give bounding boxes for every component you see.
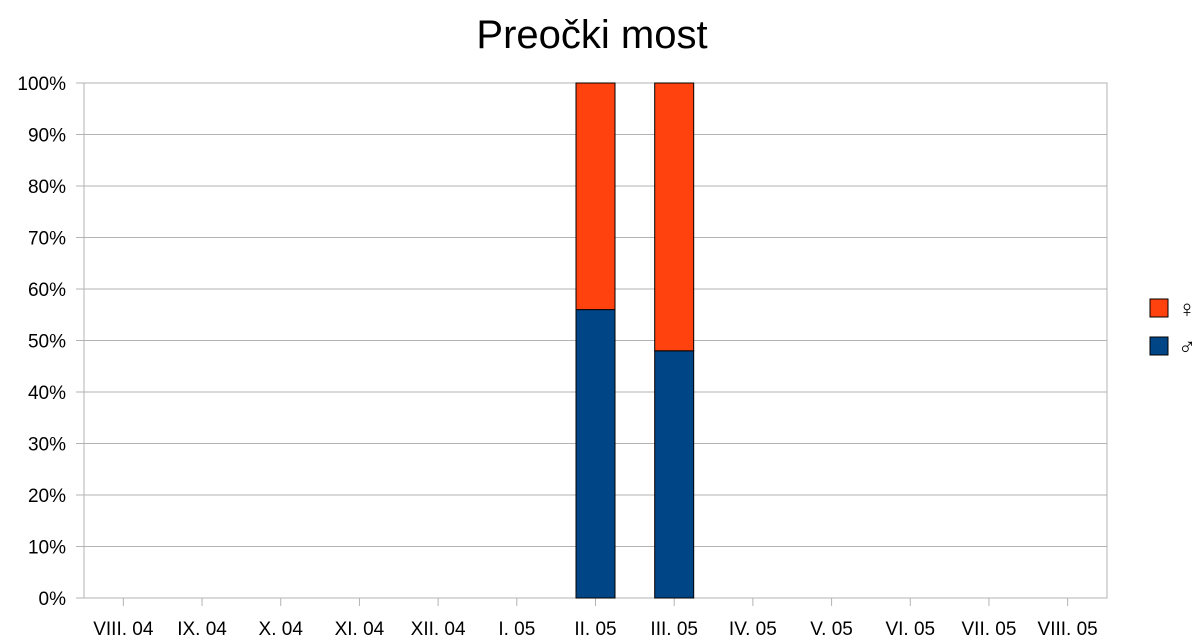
legend-label: ♀ [1178, 296, 1196, 323]
bar-segment [575, 82, 616, 311]
legend: ♀♂ [1149, 296, 1196, 361]
y-axis: 0% 10% 20% 30% 40% 50% 60% 70% 80% 90% 100% [17, 74, 84, 610]
legend-label: ♂ [1178, 334, 1196, 361]
x-tick-label: VI. 05 [885, 619, 935, 639]
legend-swatch [1149, 336, 1169, 356]
bar-segment [654, 82, 695, 352]
y-tick-label: 50% [28, 332, 66, 353]
x-tick-label: XI. 04 [335, 619, 385, 639]
x-tick-label: IV. 05 [729, 619, 777, 639]
x-axis: VIII. 04 IX. 04 X. 04 XI. 04 XII. 04 I. 05 II.… [93, 598, 1098, 639]
x-tick-label: VIII. 04 [93, 619, 154, 639]
y-tick-label: 70% [28, 229, 66, 250]
x-tick-label: VII. 05 [962, 619, 1017, 639]
x-tick-label: VIII. 05 [1038, 619, 1098, 639]
x-tick-label: IX. 04 [177, 619, 227, 639]
y-tick-label: 30% [28, 435, 66, 456]
x-tick-label: V. 05 [810, 619, 853, 639]
chart-title: Preočki most [476, 13, 707, 57]
y-tick-label: 90% [28, 126, 66, 147]
legend-swatch [1149, 298, 1169, 318]
y-tick-label: 10% [28, 538, 66, 559]
x-tick-label: II. 05 [574, 619, 616, 639]
x-tick-label: III. 05 [650, 619, 698, 639]
x-tick-label: XII. 04 [411, 619, 466, 639]
y-tick-label: 80% [28, 177, 66, 198]
bar-segment [575, 309, 616, 599]
x-tick-label: X. 04 [259, 619, 304, 639]
bars [575, 82, 695, 599]
bar-segment [654, 350, 695, 599]
y-tick-label: 20% [28, 486, 66, 507]
y-tick-label: 60% [28, 280, 66, 301]
y-tick-label: 40% [28, 383, 66, 404]
y-tick-label: 100% [17, 74, 66, 95]
x-tick-label: I. 05 [498, 619, 535, 639]
y-tick-label: 0% [39, 589, 67, 610]
